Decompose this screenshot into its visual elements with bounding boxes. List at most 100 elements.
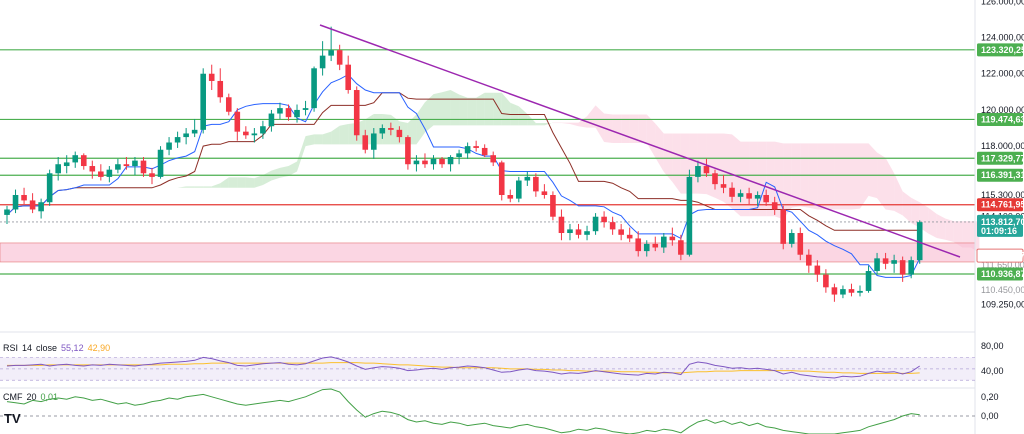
cloud-segment [297,136,306,172]
kijun-line [6,92,920,231]
candle [882,252,889,270]
level-price-tag: 114.761,95 [981,200,1024,210]
candle [225,93,232,116]
level-price-tag: 119.474,63 [981,114,1024,124]
cloud-segment [868,143,878,199]
cmf-value: 0,01 [40,392,59,402]
cloud-segment [493,92,502,126]
candle-body [908,260,914,275]
cloud-segment [228,177,238,188]
cloud-segment [117,205,127,207]
cloud-segment [279,166,289,178]
candle-body [643,243,650,252]
candle-body [29,200,36,210]
candle-body [840,289,846,295]
candle-body [447,156,454,165]
candle [703,158,710,177]
candle [456,149,462,165]
cloud-segment [305,134,315,147]
level-price-tag-bg [977,112,1023,126]
candle-body [601,216,607,223]
cmf-length: 20 [26,392,37,402]
candle [12,189,19,214]
candle-body [899,260,906,275]
candle [430,155,437,170]
candle [55,156,61,181]
candle-body [592,216,599,232]
candle [865,265,872,293]
cloud-segment [885,157,895,211]
candle-body [848,289,855,293]
price-tick-label: 122.000,00 [981,69,1024,79]
rsi-ma-value: 42,90 [87,343,111,353]
candle-body [669,236,676,241]
candle [183,128,189,145]
candle-body [498,162,505,195]
level-price-tag-bg [977,198,1023,212]
candle-body [388,128,394,130]
candle-body [865,271,872,291]
candle [328,26,334,62]
cloud-segment [817,143,826,210]
candle-body [294,109,300,118]
candle-body [208,73,215,81]
candle [712,169,718,190]
candle-body [362,135,369,150]
candle-body [550,195,556,217]
candle [277,102,283,119]
candle [763,189,769,206]
cloud-segment [962,221,971,248]
price-tick-label: 118.000,00 [981,141,1024,151]
cloud-segment [433,92,443,126]
cloud-segment [407,114,417,145]
cloud-segment [808,143,818,210]
candle [498,160,505,201]
candle-body [345,64,351,91]
candle-body [661,236,667,248]
tradingview-logo[interactable]: TV [4,411,21,426]
level-price-tag-bg [977,43,1023,57]
candle-body [703,166,710,174]
candle [319,41,326,76]
candle-body [575,229,582,235]
candle [285,104,292,121]
candle-body [788,233,795,244]
price-tick-label: 120.000,00 [981,105,1024,115]
candle-body [123,164,130,167]
candle-body [754,195,761,199]
countdown-label: 01:09:16 [981,226,1017,236]
current-price-tag-bg [977,214,1023,237]
candle [379,124,386,139]
cloud-segment [860,143,869,209]
candle-body [4,209,10,215]
candle-body [780,209,787,244]
candle-body [21,195,27,201]
candle-body [874,258,880,272]
candle-body [285,108,292,118]
candle [695,160,701,183]
candle [490,151,497,167]
rsi-legend[interactable]: RSI 14 close 55,12 42,90 [3,343,114,353]
candle [98,164,104,181]
candle-body [379,128,386,134]
cloud-segment [262,170,272,186]
candle [575,223,582,239]
candle-body [46,173,53,203]
price-tick-label: 115.300,00 [981,190,1024,200]
candle [447,155,454,172]
candle [422,153,428,168]
candle-body [567,229,573,234]
candle-body [695,166,701,177]
level-price-tag: 123.320,25 [981,45,1024,55]
candle-body [396,129,403,138]
trendline[interactable] [319,24,961,258]
candle-body [251,133,258,136]
candle [191,118,198,138]
cmf-legend[interactable]: CMF 20 0,01 [3,392,62,402]
cloud-segment [245,177,255,188]
trendline-line[interactable] [319,24,961,258]
cmf-tick-label: 0,20 [981,392,999,402]
candle [243,126,249,139]
cmf-line [6,388,920,434]
